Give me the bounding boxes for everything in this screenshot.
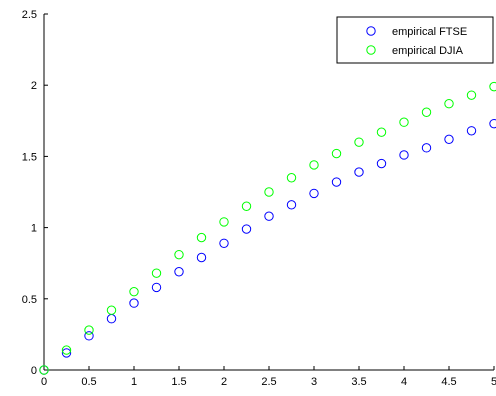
x-tick-label: 2.5 xyxy=(261,376,276,388)
x-tick-label: 4.5 xyxy=(441,376,456,388)
data-point xyxy=(286,173,297,183)
data-point xyxy=(241,224,252,234)
data-point xyxy=(354,167,364,177)
data-point xyxy=(151,282,162,293)
data-point xyxy=(264,211,274,221)
x-tick-label: 1.5 xyxy=(171,376,186,388)
series-layer xyxy=(39,81,496,375)
y-tick-label: 2.5 xyxy=(22,9,37,21)
data-point xyxy=(309,160,319,170)
data-point xyxy=(444,99,454,109)
y-tick-label: 2 xyxy=(31,80,37,92)
data-point xyxy=(286,200,297,210)
y-ticks: 0 0.5 1 1.5 2 2.5 xyxy=(22,9,48,377)
data-point xyxy=(399,117,409,127)
x-tick-label: 2 xyxy=(221,376,227,388)
data-point xyxy=(129,286,139,297)
x-ticks: 0 0.5 1 1.5 2 2.5 3 3.5 4 4.5 5 xyxy=(41,366,496,388)
legend-item: empirical DJIA xyxy=(366,45,464,57)
data-point xyxy=(61,345,72,355)
data-point xyxy=(376,127,387,137)
x-tick-label: 0 xyxy=(41,376,47,388)
legend-label: empirical FTSE xyxy=(392,26,467,38)
data-point xyxy=(61,348,72,358)
data-point xyxy=(196,232,207,243)
data-point xyxy=(39,365,49,375)
data-point xyxy=(466,90,477,100)
x-tick-label: 3.5 xyxy=(351,376,366,388)
legend-item: empirical FTSE xyxy=(366,26,467,38)
y-tick-label: 1.5 xyxy=(22,151,37,163)
y-tick-label: 1 xyxy=(31,223,37,235)
data-point xyxy=(219,238,229,248)
data-point xyxy=(331,177,342,187)
data-point xyxy=(84,331,94,341)
legend-marker xyxy=(366,45,376,55)
data-point xyxy=(196,252,207,263)
data-point xyxy=(489,81,496,92)
data-point xyxy=(151,268,162,278)
data-point xyxy=(219,217,229,227)
data-point xyxy=(106,305,117,315)
legend-box xyxy=(336,16,494,64)
x-tick-label: 3 xyxy=(311,376,317,388)
data-point xyxy=(174,249,184,260)
data-point xyxy=(489,118,496,129)
data-point xyxy=(399,150,409,160)
legend-label: empirical DJIA xyxy=(392,45,464,57)
data-point xyxy=(129,298,139,308)
series-empirical-djia xyxy=(39,81,496,375)
x-tick-label: 0.5 xyxy=(81,376,96,388)
data-point xyxy=(421,143,432,153)
data-point xyxy=(354,137,364,147)
data-point xyxy=(466,126,477,136)
data-point xyxy=(174,267,184,277)
data-point xyxy=(444,134,454,145)
data-point xyxy=(264,187,274,197)
y-tick-label: 0 xyxy=(31,365,37,377)
data-point xyxy=(376,158,387,169)
x-tick-label: 1 xyxy=(131,376,137,388)
y-tick-label: 0.5 xyxy=(22,294,37,306)
data-point xyxy=(309,188,319,199)
data-point xyxy=(331,148,342,159)
x-tick-label: 5 xyxy=(491,376,496,388)
x-tick-label: 4 xyxy=(401,376,407,388)
data-point xyxy=(84,325,94,335)
legend: empirical FTSE empirical DJIA xyxy=(336,16,494,64)
data-point xyxy=(421,107,432,117)
legend-marker xyxy=(366,26,376,36)
data-point xyxy=(241,201,252,211)
